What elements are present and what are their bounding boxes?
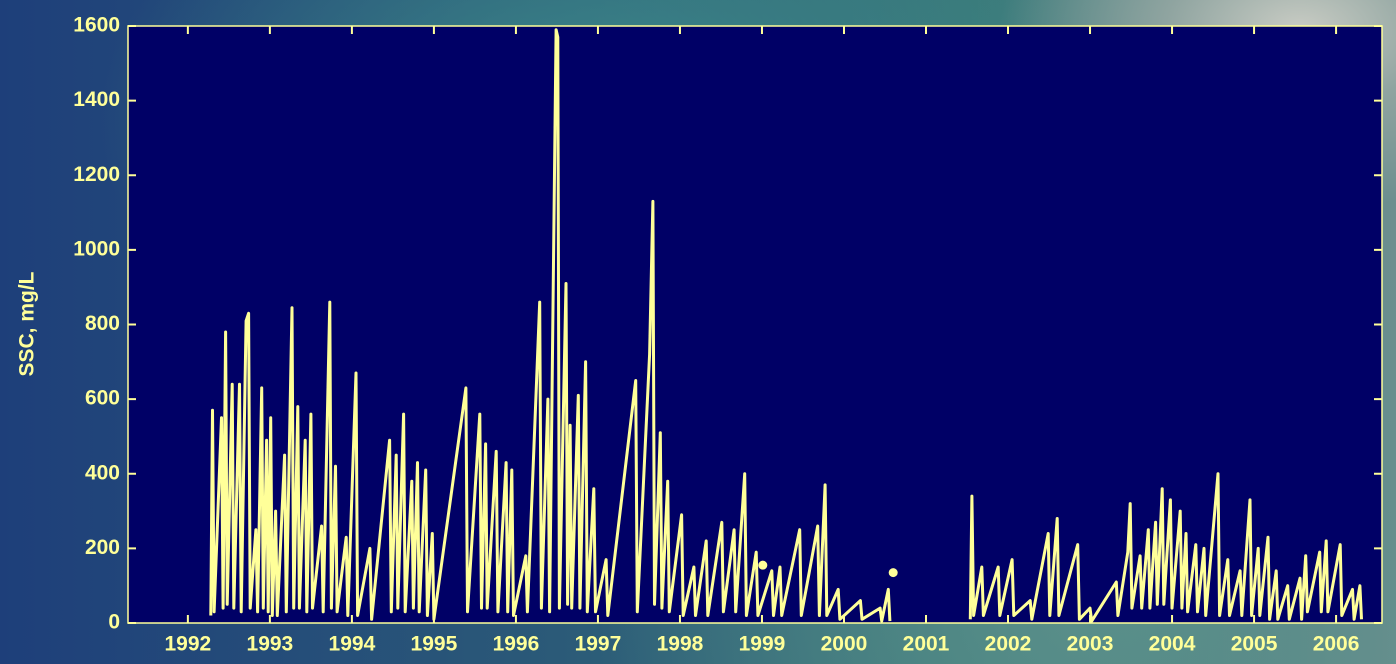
y-tick-label: 1200 <box>73 163 120 186</box>
data-line <box>209 28 1363 623</box>
y-tick-label: 400 <box>85 461 120 484</box>
x-tick-label: 2005 <box>1231 633 1278 656</box>
y-tick-label: 600 <box>85 387 120 410</box>
x-tick-label: 2004 <box>1149 633 1196 656</box>
x-tick-label: 1998 <box>657 633 704 656</box>
data-point <box>888 568 898 578</box>
x-tick-label: 2001 <box>903 633 950 656</box>
data-point <box>758 560 768 570</box>
y-tick-label: 1000 <box>73 237 120 260</box>
x-tick-label: 2006 <box>1313 633 1360 656</box>
x-tick-label: 1999 <box>739 633 786 656</box>
plot-area <box>127 25 1383 624</box>
x-tick-label: 2002 <box>985 633 1032 656</box>
x-tick-label: 1996 <box>493 633 540 656</box>
x-tick-label: 1995 <box>411 633 458 656</box>
y-tick-label: 1600 <box>73 14 120 37</box>
x-tick-label: 1994 <box>329 633 376 656</box>
x-tick-label: 1997 <box>575 633 622 656</box>
x-tick-label: 2003 <box>1067 633 1114 656</box>
y-tick-label: 1400 <box>73 88 120 111</box>
y-tick-label: 200 <box>85 536 120 559</box>
x-tick-label: 1993 <box>247 633 294 656</box>
x-tick-label: 2000 <box>821 633 868 656</box>
y-tick-label: 0 <box>108 611 120 634</box>
y-tick-label: 800 <box>85 312 120 335</box>
x-tick-label: 1992 <box>165 633 212 656</box>
y-axis-label: SSC, mg/L <box>16 271 39 376</box>
